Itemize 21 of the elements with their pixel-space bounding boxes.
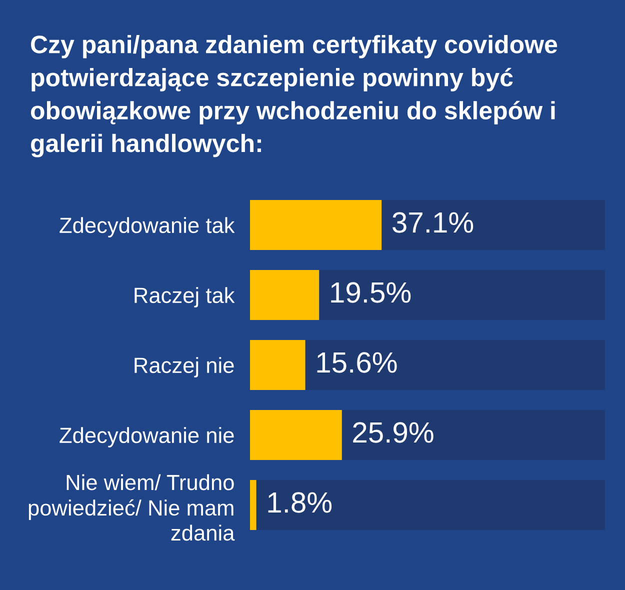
data-label: 25.9% <box>353 422 434 443</box>
data-label: 1.8% <box>268 492 332 513</box>
data-label: 37.1% <box>392 212 474 233</box>
bar <box>342 410 605 460</box>
bar <box>382 200 605 250</box>
bar <box>250 410 342 460</box>
bar <box>250 200 382 250</box>
bar <box>250 340 306 390</box>
data-label: 15.6% <box>317 352 397 373</box>
bar <box>250 270 320 320</box>
y-tick-label: Nie wiem/ Trudno powiedzieć/ Nie mam zdania <box>28 474 235 541</box>
data-label: 19.5% <box>331 282 411 303</box>
y-tick-label: Zdecydowanie tak <box>60 217 235 238</box>
bar <box>250 480 256 530</box>
bar <box>319 270 605 320</box>
y-tick-label: Zdecydowanie nie <box>60 427 234 448</box>
y-tick-label: Raczej nie <box>134 357 234 378</box>
bar <box>256 480 605 530</box>
y-tick-label: Raczej tak <box>134 287 235 308</box>
chart-title: Czy pani/pana zdaniem certyfikaty covidowe potwierdzające szczepienie powinny być obowiązkowe przy wchodzeniu do sklepów i galerii handlowych: <box>30 35 558 158</box>
bar <box>305 340 605 390</box>
